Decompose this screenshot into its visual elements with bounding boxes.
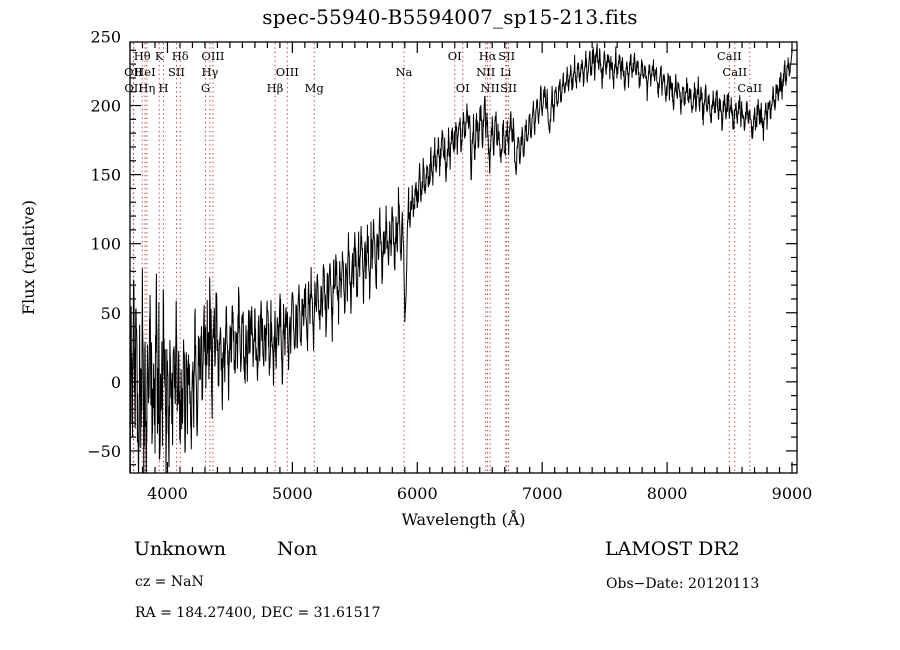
- line-marker-label: OI: [448, 49, 462, 63]
- x-tick-label: 9000: [772, 484, 813, 503]
- y-tick-label: 100: [90, 235, 121, 254]
- x-axis-label: Wavelength (Å): [401, 509, 525, 529]
- line-marker-label: HeI: [134, 65, 155, 79]
- x-tick-label: 6000: [397, 484, 438, 503]
- cz-value: cz = NaN: [135, 574, 204, 590]
- page-title: spec-55940-B5594007_sp15-213.fits: [262, 5, 638, 29]
- line-marker-label: OIII: [276, 65, 299, 79]
- line-marker-label: CaII: [722, 65, 747, 79]
- line-marker-label: G: [201, 81, 210, 95]
- line-marker-label: Na: [395, 65, 412, 79]
- y-axis-label: Flux (relative): [19, 200, 38, 315]
- line-marker-label: Hη: [138, 81, 155, 95]
- line-marker-label: SII: [500, 81, 517, 95]
- line-marker-label: OII: [124, 81, 143, 95]
- y-tick-label: 250: [90, 27, 121, 46]
- line-marker-label: OIII: [201, 49, 224, 63]
- x-axis: 4000 5000 6000 7000 8000 9000 Wavelength (Å): [129, 42, 813, 529]
- line-marker-label: NII: [476, 65, 495, 79]
- coordinates: RA = 184.27400, DEC = 31.61517: [135, 605, 381, 621]
- x-tick-label: 7000: [522, 484, 563, 503]
- x-tick-label: 4000: [147, 484, 188, 503]
- y-tick-label: 50: [101, 304, 121, 323]
- line-marker-label: CaII: [737, 81, 762, 95]
- line-marker-label: Hα: [479, 49, 497, 63]
- line-marker-label: Hδ: [172, 49, 189, 63]
- line-marker-label: SII: [168, 65, 185, 79]
- line-marker-label: NII: [481, 81, 500, 95]
- line-marker-label: OII: [124, 65, 143, 79]
- line-marker-label: Hθ: [134, 49, 151, 63]
- line-marker-label: CaII: [717, 49, 742, 63]
- line-marker-label: OI: [456, 81, 470, 95]
- line-marker-label: Hγ: [201, 65, 218, 79]
- line-marker-label: Li: [500, 65, 512, 79]
- plot-frame: [129, 41, 798, 474]
- x-tick-label: 8000: [647, 484, 688, 503]
- x-tick-label: 5000: [272, 484, 313, 503]
- y-tick-label: 150: [90, 166, 121, 185]
- line-marker-label: Hβ: [267, 81, 284, 95]
- line-marker-label: H: [158, 81, 168, 95]
- line-marker-label: Mg: [305, 81, 325, 95]
- spectrum-trace: [130, 43, 793, 473]
- object-subclass: Non: [277, 538, 318, 560]
- y-tick-label: −50: [87, 442, 121, 461]
- object-class: Unknown: [134, 538, 226, 560]
- y-tick-label: 0: [111, 373, 121, 392]
- line-marker-label: K: [155, 49, 164, 63]
- line-marker-label: SII: [498, 49, 515, 63]
- y-axis: −50 0 50 100 150 200 250 Flux (relative): [19, 27, 797, 466]
- survey-name: LAMOST DR2: [605, 538, 740, 560]
- obs-date: Obs−Date: 20120113: [606, 576, 760, 592]
- y-tick-label: 200: [90, 97, 121, 116]
